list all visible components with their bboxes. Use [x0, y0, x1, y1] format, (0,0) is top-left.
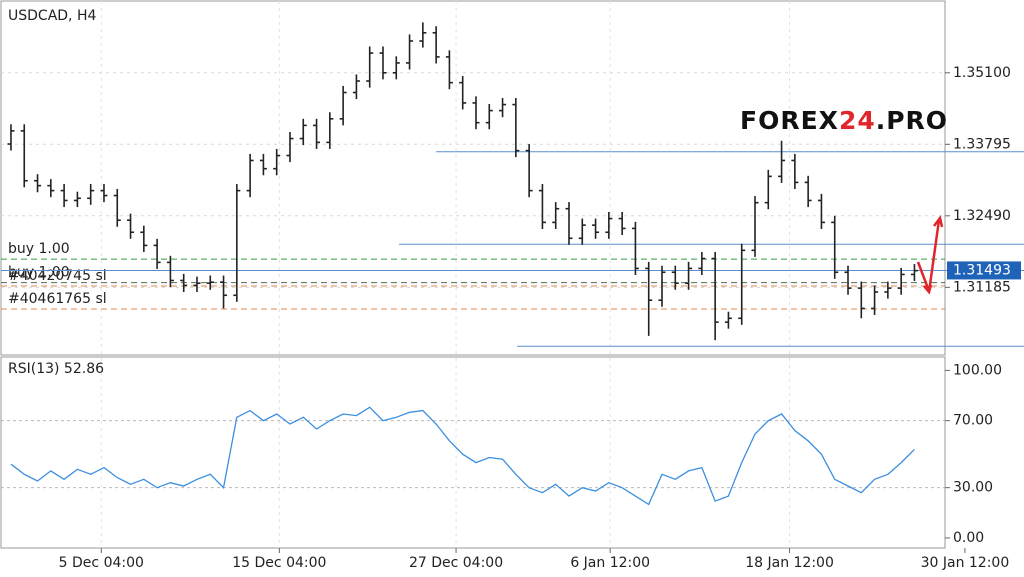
- current-price-box: [947, 261, 1021, 280]
- y-tick-label: 1.35100: [953, 65, 1011, 81]
- y-tick-label: 1.33795: [953, 136, 1011, 152]
- price-panel-frame: [0, 0, 946, 356]
- y-tick-label: 30.00: [953, 480, 993, 496]
- x-tick-label: 5 Dec 04:00: [59, 555, 144, 571]
- annotation-arrows: [916, 215, 944, 295]
- y-tick-label: 1.31185: [953, 279, 1011, 295]
- watermark: FOREX24.PRO: [740, 106, 948, 135]
- current-price-label: 1.31493: [953, 262, 1011, 278]
- x-tick-label: 15 Dec 04:00: [232, 555, 326, 571]
- y-tick-label: 70.00: [953, 413, 993, 429]
- rsi-panel-frame: [0, 356, 946, 549]
- order-label: buy 1.00: [8, 241, 70, 257]
- order-label: #40461765 sl: [8, 291, 107, 307]
- rsi-line: [10, 406, 915, 506]
- watermark-left: FOREX: [740, 106, 839, 135]
- y-tick-label: 100.00: [953, 362, 1002, 378]
- chart-title: USDCAD, H4: [8, 8, 96, 24]
- x-tick-label: 18 Jan 12:00: [745, 555, 834, 571]
- order-label: buy 1.00: [8, 265, 70, 281]
- y-tick-label: 1.32490: [953, 208, 1011, 224]
- rsi-title: RSI(13) 52.86: [8, 361, 104, 377]
- x-tick-label: 30 Jan 12:00: [921, 555, 1010, 571]
- watermark-right: .PRO: [876, 106, 948, 135]
- x-tick-label: 27 Dec 04:00: [409, 555, 503, 571]
- y-tick-label: 0.00: [953, 530, 984, 546]
- order-label: #40420745 sl: [8, 268, 107, 284]
- x-tick-label: 6 Jan 12:00: [570, 555, 650, 571]
- watermark-accent: 24: [839, 106, 876, 135]
